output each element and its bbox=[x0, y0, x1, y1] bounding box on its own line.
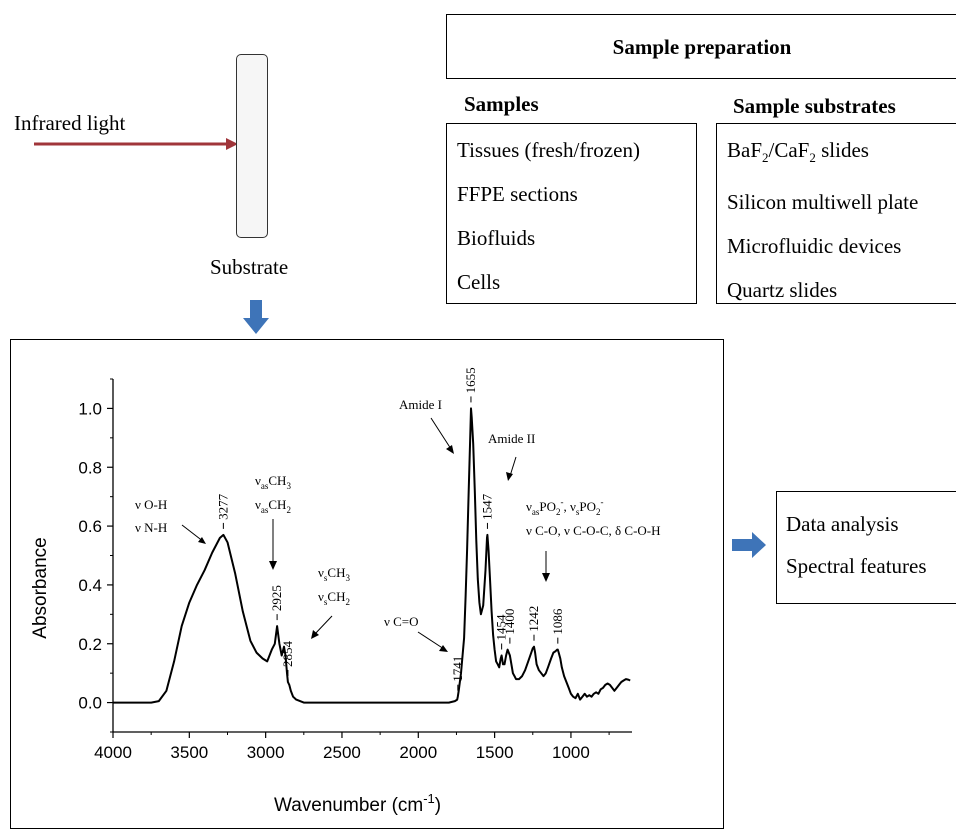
y-tick-label: 0.8 bbox=[78, 458, 102, 477]
peak-label: 3277 bbox=[215, 493, 230, 520]
annotation-arrow-co bbox=[417, 631, 445, 650]
peak-label: 1547 bbox=[479, 493, 494, 520]
peak-label: 1086 bbox=[550, 608, 565, 635]
y-axis-title: Absorbance bbox=[30, 537, 51, 638]
annotation-ch3-s: νsCH3 bbox=[318, 565, 350, 583]
list-item: Quartz slides bbox=[727, 278, 838, 303]
annotation-ch2-s: νsCH2 bbox=[318, 589, 350, 607]
y-tick-label: 0.4 bbox=[78, 576, 102, 595]
annotation-po2: νasPO2-, νsPO2- bbox=[526, 497, 604, 517]
annotation-ch3-as: νasCH3 bbox=[255, 473, 291, 491]
sample-preparation-title: Sample preparation bbox=[612, 35, 792, 59]
annotation-co-group: ν C-O, ν C-O-C, δ C-O-H bbox=[526, 523, 661, 538]
annotation-amide-i: Amide I bbox=[399, 397, 442, 412]
list-item: Silicon multiwell plate bbox=[727, 190, 919, 215]
data-analysis-label: Data analysis bbox=[786, 512, 899, 536]
annotation-arrow-amide-ii bbox=[509, 456, 517, 477]
infrared-arrowhead bbox=[226, 138, 238, 150]
list-item: Tissues (fresh/frozen) bbox=[457, 138, 640, 162]
annotation-nh: ν N-H bbox=[135, 520, 167, 535]
annotation-arrowhead-ohnh bbox=[198, 537, 206, 544]
annotation-arrowhead-co-group bbox=[542, 573, 550, 582]
x-tick-label: 2500 bbox=[323, 743, 361, 762]
x-tick-label: 1500 bbox=[476, 743, 514, 762]
annotation-co: ν C=O bbox=[384, 614, 419, 629]
x-tick-label: 3000 bbox=[247, 743, 285, 762]
ticks: 4000 3500 3000 2500 2000 1500 1000 0.0 0.2 0.4 0.6… bbox=[78, 378, 610, 762]
peak-label: 1242 bbox=[526, 606, 541, 632]
y-tick-label: 0.0 bbox=[78, 694, 102, 713]
annotation-arrowhead-ch-as bbox=[269, 561, 277, 570]
substrate-slide bbox=[236, 54, 268, 238]
substrates-list: BaF2/CaF2 slides Silicon multiwell plate… bbox=[717, 124, 956, 312]
substrates-heading: Sample substrates bbox=[733, 94, 896, 118]
axes bbox=[112, 379, 632, 733]
annotation-arrowhead-amide-ii bbox=[506, 472, 513, 481]
list-item: FFPE sections bbox=[457, 182, 578, 206]
list-item: Biofluids bbox=[457, 226, 536, 250]
spectral-features-label: Spectral features bbox=[786, 554, 927, 578]
annotation-amide-ii: Amide II bbox=[488, 431, 535, 446]
peak-label: 2854 bbox=[280, 640, 295, 667]
ftir-spectrum-chart: 4000 3500 3000 2500 2000 1500 1000 0.0 0.2 0.4 0.6… bbox=[30, 367, 661, 816]
annotation-oh: ν O-H bbox=[135, 497, 167, 512]
y-tick-label: 0.2 bbox=[78, 635, 102, 654]
peak-label: 1741 bbox=[450, 656, 465, 682]
annotation-arrow-ch-s bbox=[313, 615, 333, 636]
x-tick-label: 2000 bbox=[399, 743, 437, 762]
x-tick-label: 1000 bbox=[552, 743, 590, 762]
peak-label: 1655 bbox=[463, 367, 478, 393]
substrate-label: Substrate bbox=[210, 255, 289, 279]
list-item: BaF2/CaF2 slides bbox=[727, 138, 869, 166]
list-item: Microfluidic devices bbox=[727, 234, 902, 259]
samples-heading: Samples bbox=[464, 92, 539, 116]
spectrum-line bbox=[113, 407, 631, 704]
infrared-light-arrow bbox=[34, 138, 238, 150]
x-tick-label: 4000 bbox=[94, 743, 132, 762]
peak-label: 1400 bbox=[502, 609, 517, 635]
annotation-ch2-as: νasCH2 bbox=[255, 497, 291, 515]
infrared-light-label: Infrared light bbox=[14, 111, 126, 135]
list-item: Cells bbox=[457, 270, 501, 294]
y-tick-label: 1.0 bbox=[78, 399, 102, 418]
annotation-arrowhead-amide-i bbox=[446, 445, 454, 454]
x-axis-title: Wavenumber (cm-1) bbox=[274, 791, 441, 816]
down-flow-arrow bbox=[243, 300, 269, 334]
right-flow-arrow bbox=[732, 532, 766, 558]
sample-preparation-header: Sample preparation bbox=[446, 14, 956, 79]
annotation-arrowhead-co bbox=[439, 645, 448, 652]
annotation-arrowhead-ch-s bbox=[311, 630, 319, 639]
samples-list-box: Tissues (fresh/frozen) FFPE sections Bio… bbox=[446, 123, 697, 304]
y-tick-label: 0.6 bbox=[78, 517, 102, 536]
samples-list: Tissues (fresh/frozen) FFPE sections Bio… bbox=[447, 124, 696, 304]
annotation-arrow-amide-i bbox=[430, 417, 452, 450]
data-analysis-box: Data analysis Spectral features bbox=[776, 491, 956, 604]
x-tick-label: 3500 bbox=[170, 743, 208, 762]
peak-label: 1454 bbox=[494, 614, 509, 641]
substrates-list-box: BaF2/CaF2 slides Silicon multiwell plate… bbox=[716, 123, 956, 304]
peak-label: 2925 bbox=[269, 585, 284, 611]
